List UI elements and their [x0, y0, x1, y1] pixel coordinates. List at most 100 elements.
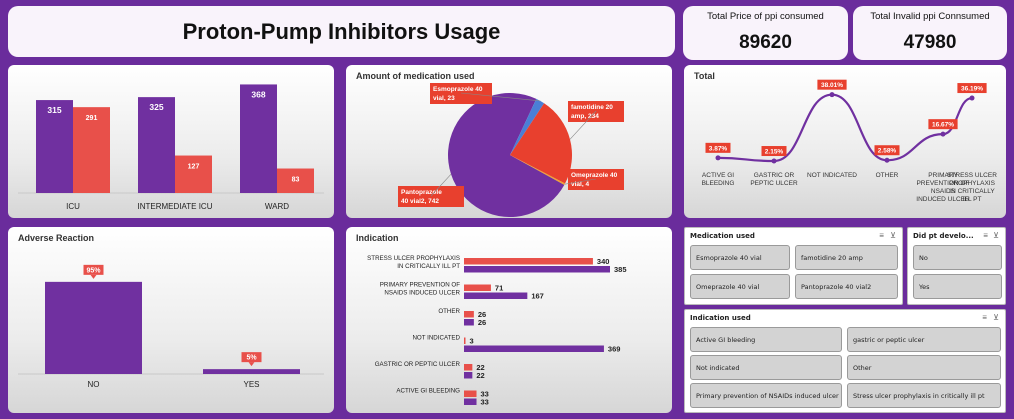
category-label: ACTIVE GI [702, 172, 734, 179]
slicer-item-famotidine[interactable]: famotidine 20 amp [795, 245, 898, 270]
data-label: 95% [86, 267, 101, 274]
slicer-item-esmoprazole[interactable]: Esmoprazole 40 vial [690, 245, 790, 270]
amount-used-chart: Amount of medication used Pantoprazole 40… [346, 65, 672, 218]
pie-slice [510, 155, 566, 185]
data-label-pointer [90, 274, 97, 279]
bar [464, 292, 528, 299]
bar [464, 319, 474, 326]
chart-title: Total [694, 71, 715, 81]
amount-used-svg: Pantoprazole 40 vial2, 742 Esmoprazole 40 v… [398, 83, 624, 217]
slicer-title: Medication used [690, 232, 755, 240]
data-label: 2.15% [765, 149, 784, 156]
kpi-value: 89620 [739, 32, 792, 53]
data-label: 385 [614, 265, 627, 274]
category-label: GASTRIC OR PEPTIC ULCER [375, 361, 461, 368]
slice-label: Pantoprazole [401, 189, 442, 196]
page-title: Proton-Pump Inhibitors Usage [182, 18, 501, 44]
data-point [884, 157, 890, 163]
slice-label: 40 vial2, 742 [401, 198, 439, 205]
multiselect-icon[interactable]: ≡ [982, 313, 987, 322]
slicer-item-pantoprazole[interactable]: Pantoprazole 40 vial2 [795, 274, 898, 299]
pie-slice [510, 103, 572, 184]
data-label-box [817, 79, 847, 90]
data-point [940, 131, 946, 137]
category-label: WARD [265, 202, 289, 211]
data-label-box [957, 83, 987, 94]
category-label: ACTIVE GI BLEEDING [396, 388, 460, 395]
data-label: 167 [531, 292, 544, 301]
kpi-total-price: Total Price of ppi consumed 89620 [683, 6, 848, 60]
slicer-item-stress-ulcer[interactable]: Stress ulcer prophylaxis in critically i… [847, 383, 1001, 408]
total-indication-svg: 3.87% 2.15% 38.01% 2.58% 16.67% 36.19% ACTIVE … [702, 79, 997, 203]
data-label-box [874, 145, 900, 156]
data-label: 5% [246, 355, 257, 362]
category-label: IN CRITICALLY ILL PT [397, 263, 460, 270]
multiselect-icon[interactable]: ≡ [983, 231, 988, 240]
category-label: STRESS ULCER PROPHYLAXIS [367, 255, 460, 262]
data-label: 291 [86, 115, 98, 122]
clear-filter-icon[interactable]: ⊻ [890, 231, 896, 240]
slicer-item-gastric[interactable]: gastric or peptic ulcer [847, 327, 1001, 352]
data-label-box [928, 119, 958, 130]
data-label: 26 [478, 310, 486, 319]
data-label: 325 [149, 102, 163, 112]
data-label: 369 [608, 345, 621, 354]
total-indication-chart: Total 3.87% 2.15% 38.01% 2.58% 16.67% 36.19% A… [684, 65, 1006, 218]
slice-label: Esmoprazole 40 [433, 86, 483, 93]
data-label-pointer [248, 362, 255, 367]
data-label: 16.67% [932, 122, 954, 129]
category-label: OTHER [438, 308, 460, 315]
bar [464, 258, 593, 265]
adverse-reaction-chart: Adverse Reaction 95% NO 5% YES [8, 227, 334, 413]
data-label: 36.19% [961, 86, 983, 93]
slice-label: vial, 4 [571, 181, 589, 188]
ward-usage-svg: 315 291 ICU 325 127 INTERMEDIATE ICU 368 83 WARD [18, 84, 324, 211]
bar [464, 364, 473, 371]
category-label: NOT INDICATED [807, 172, 857, 179]
data-label: 22 [476, 363, 484, 372]
category-label: NOT INDICATED [412, 335, 460, 342]
category-label: NSAIDS [931, 188, 956, 195]
bar [175, 155, 212, 193]
pie-slice [510, 98, 545, 155]
category-label: PEPTIC ULCER [750, 180, 798, 187]
adverse-reaction-svg: 95% NO 5% YES [18, 264, 324, 389]
chart-title: Indication [356, 233, 399, 243]
category-label: PREVENTION OF [916, 180, 969, 187]
bar [138, 97, 175, 193]
bar [464, 266, 610, 273]
slice-label-box [568, 169, 624, 190]
clear-filter-icon[interactable]: ⊻ [993, 313, 999, 322]
data-label: 33 [481, 398, 489, 407]
slicer-item-no[interactable]: No [913, 245, 1002, 270]
clear-filter-icon[interactable]: ⊻ [993, 231, 999, 240]
slice-label: Omeprazole 40 [571, 172, 618, 179]
data-label: 22 [476, 371, 484, 380]
slice-label: famotidine 20 [571, 104, 613, 111]
indication-chart: Indication STRESS ULCER PROPHYLAXIS IN CR… [346, 227, 672, 413]
bar [464, 345, 604, 352]
bar [464, 372, 473, 379]
data-label: 26 [478, 318, 486, 327]
slice-label-box [430, 83, 492, 104]
kpi-label: Total Invalid ppi Connsumed [870, 11, 990, 22]
slicer-item-yes[interactable]: Yes [913, 274, 1002, 299]
bar [464, 284, 491, 291]
category-label: PRIMARY PREVENTION OF [380, 282, 460, 289]
slicer-item-primary-prevention[interactable]: Primary prevention of NSAIDs induced ulc… [690, 383, 842, 408]
data-label: 3.87% [709, 145, 728, 152]
slicer-title: Indication used [690, 314, 751, 322]
slicer-item-omeprazole[interactable]: Omeprazole 40 vial [690, 274, 790, 299]
multiselect-icon[interactable]: ≡ [879, 231, 884, 240]
kpi-value: 47980 [903, 32, 957, 53]
bar [464, 390, 477, 397]
slicer-item-other[interactable]: Other [847, 355, 1001, 380]
medication-slicer: Medication used ≡ ⊻ Esmoprazole 40 vial … [684, 227, 903, 305]
category-label: PROPHYLAXIS [949, 180, 996, 187]
leader-line [460, 92, 541, 102]
did-pt-develop-slicer: Did pt develo... ≡ ⊻ No Yes [907, 227, 1006, 305]
slicer-item-active-gi[interactable]: Active GI bleeding [690, 327, 842, 352]
category-label: ICU [66, 202, 80, 211]
bar [45, 281, 142, 374]
slicer-item-not-indicated[interactable]: Not indicated [690, 355, 842, 380]
